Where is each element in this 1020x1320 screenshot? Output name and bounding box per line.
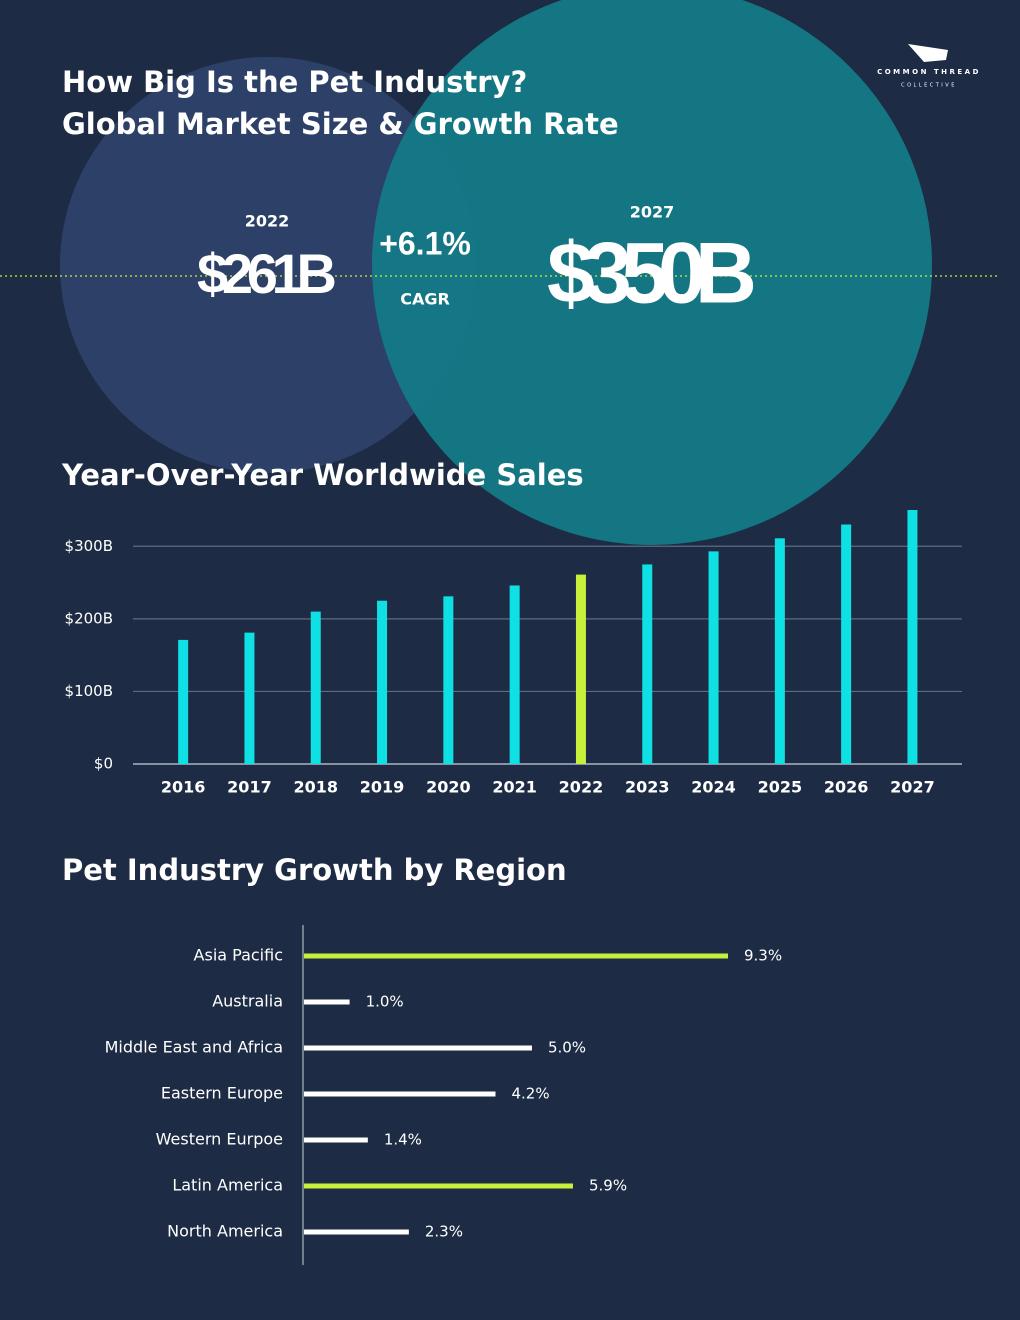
bar — [304, 1183, 573, 1189]
category-label: Latin America — [172, 1176, 283, 1195]
bar — [304, 1045, 532, 1051]
x-tick-label: 2026 — [824, 778, 869, 797]
logo: COLLECTIVE — [901, 83, 957, 89]
logo: COMMON THREAD — [877, 68, 981, 76]
value-label: 9.3% — [744, 947, 782, 965]
category-label: Western Eurpoe — [156, 1130, 283, 1149]
chart-title: Pet Industry Growth by Region — [62, 853, 567, 887]
category-label: Eastern Europe — [161, 1084, 283, 1103]
bar — [304, 1229, 409, 1235]
value-label: 2.3% — [425, 1223, 463, 1241]
y-tick-label: $0 — [94, 755, 113, 773]
x-tick-label: 2019 — [360, 778, 405, 797]
x-tick-label: 2022 — [559, 778, 604, 797]
bar — [304, 1137, 368, 1143]
x-tick-label: 2017 — [227, 778, 272, 797]
value-label: 4.2% — [511, 1085, 549, 1103]
bar — [907, 510, 918, 764]
bar — [304, 999, 350, 1005]
hero-year: 2022 — [245, 212, 290, 231]
value-label: 1.0% — [366, 993, 404, 1011]
hero-value: $261B — [197, 242, 337, 305]
bar — [377, 600, 388, 764]
value-label: 5.9% — [589, 1177, 627, 1195]
value-label: 5.0% — [548, 1039, 586, 1057]
y-tick-label: $200B — [65, 609, 113, 627]
x-tick-label: 2023 — [625, 778, 670, 797]
bar — [244, 632, 255, 764]
x-tick-label: 2020 — [426, 778, 471, 797]
hero-value: $350B — [547, 226, 757, 322]
x-tick-label: 2018 — [293, 778, 338, 797]
bar — [304, 953, 728, 959]
circle-2022 — [60, 57, 476, 473]
title: Global Market Size & Growth Rate — [62, 107, 619, 141]
category-label: Middle East and Africa — [105, 1038, 283, 1057]
x-tick-label: 2024 — [691, 778, 736, 797]
bar — [310, 611, 321, 764]
bar — [443, 596, 454, 764]
y-tick-label: $300B — [65, 537, 113, 555]
bar — [304, 1091, 496, 1097]
x-tick-label: 2016 — [161, 778, 206, 797]
category-label: Australia — [212, 992, 283, 1011]
circle-2027 — [372, 0, 932, 545]
logo-flag — [908, 44, 948, 62]
title: How Big Is the Pet Industry? — [62, 65, 527, 99]
category-label: Asia Pacific — [194, 946, 283, 965]
x-tick-label: 2021 — [492, 778, 537, 797]
hero-year: 2027 — [630, 203, 675, 222]
bar — [575, 574, 586, 764]
chart-title: Year-Over-Year Worldwide Sales — [61, 458, 584, 492]
bar — [774, 538, 785, 764]
value-label: 1.4% — [384, 1131, 422, 1149]
bar — [841, 524, 852, 764]
x-tick-label: 2027 — [890, 778, 935, 797]
bar — [509, 585, 520, 764]
bar — [642, 564, 653, 764]
hero-growth-label: CAGR — [400, 290, 450, 309]
bar — [178, 639, 189, 764]
hero-growth: +6.1% — [379, 225, 471, 261]
x-tick-label: 2025 — [758, 778, 803, 797]
category-label: North America — [167, 1222, 283, 1241]
bar — [708, 551, 719, 764]
y-tick-label: $100B — [65, 682, 113, 700]
